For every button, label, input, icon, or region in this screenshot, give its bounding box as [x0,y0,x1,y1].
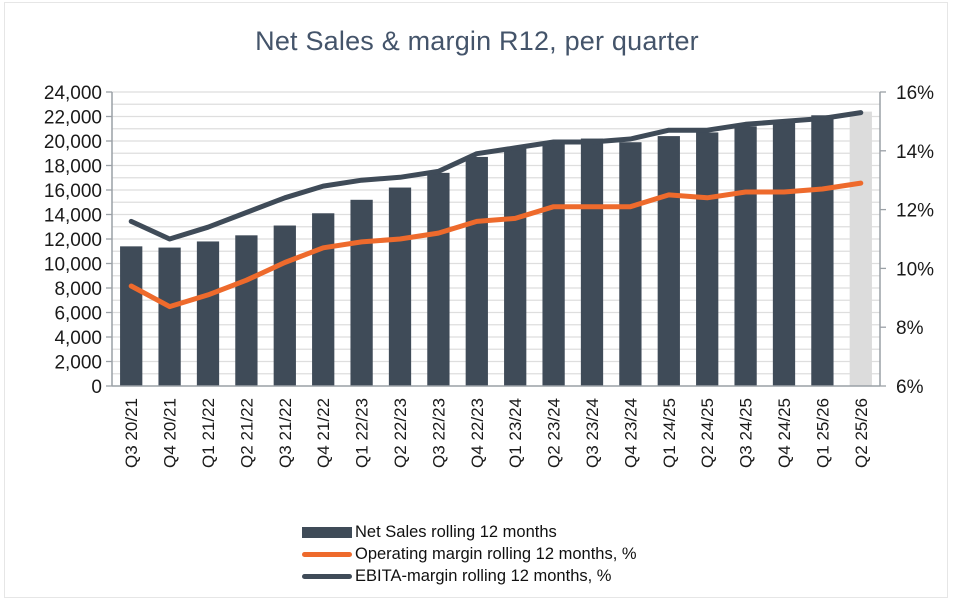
operating-margin-swatch [302,551,352,557]
bar [196,241,220,386]
bar [811,115,834,387]
left-tick-label: 22,000 [44,108,102,129]
legend-item-net-sales: Net Sales rolling 12 months [302,521,637,543]
x-tick-label: Q1 24/25 [660,398,679,468]
x-tick-label: Q3 22/23 [429,398,448,468]
lines [128,110,864,310]
ebita-margin-swatch [302,573,352,579]
left-tick-label: 20,000 [44,132,102,153]
x-tick-label: Q2 24/25 [698,398,717,468]
bar [427,172,450,386]
left-tick-label: 12,000 [44,230,102,251]
right-tick-label: 6% [896,377,924,398]
bar-highlighted [849,111,872,386]
left-axis-ticks: 0 2,000 4,000 6,000 8,000 10,000 12,000 14,000 1… [44,83,112,398]
right-tick-label: 12% [896,201,934,222]
legend-label-net-sales: Net Sales rolling 12 months [355,522,557,541]
x-axis-ticks: Q3 20/21 Q4 20/21 Q1 21/22 Q2 21/22 Q3 21/22… [122,398,871,468]
left-tick-label: 18,000 [44,157,102,178]
right-tick-label: 16% [896,83,934,104]
left-tick-label: 10,000 [44,255,102,276]
left-tick-label: 14,000 [44,206,102,227]
bar [120,246,143,386]
x-tick-label: Q1 21/22 [199,398,218,468]
left-tick-label: 4,000 [54,328,102,349]
chart-title: Net Sales & margin R12, per quarter [255,26,699,56]
x-tick-label: Q1 22/23 [353,398,372,468]
x-tick-label: Q4 23/24 [621,398,640,468]
chart-frame [4,2,948,598]
bar [465,156,488,386]
left-tick-label: 6,000 [54,304,102,325]
legend: Net Sales rolling 12 months Operating ma… [302,521,637,587]
x-tick-label: Q3 23/24 [583,398,602,468]
legend-item-ebita-margin: EBITA-margin rolling 12 months, % [302,565,637,587]
bar [734,126,757,387]
bar [542,142,565,386]
left-tick-label: 8,000 [54,279,102,300]
right-axis-ticks: 6% 8% 10% 12% 14% 16% [880,83,934,398]
x-tick-label: Q2 25/26 [852,398,871,468]
right-tick-label: 10% [896,259,934,280]
x-tick-label: Q1 23/24 [506,398,525,468]
x-tick-label: Q3 21/22 [276,398,295,468]
legend-label-ebita-margin: EBITA-margin rolling 12 months, % [355,566,612,585]
x-tick-label: Q3 24/25 [737,398,756,468]
bar [235,235,258,386]
gridlines [112,91,880,375]
bar [696,132,719,386]
bar [273,225,296,386]
bar [657,136,680,386]
x-tick-label: Q2 22/23 [391,398,410,468]
left-tick-label: 24,000 [44,83,102,104]
bar [504,148,527,386]
right-tick-label: 14% [896,142,934,163]
bar [388,187,412,386]
right-tick-label: 8% [896,318,924,339]
x-tick-label: Q2 21/22 [237,398,256,468]
x-tick-label: Q3 20/21 [122,398,141,468]
net-sales-swatch [302,526,352,538]
left-tick-label: 2,000 [54,353,102,374]
bar [158,247,181,386]
bar [580,138,604,386]
legend-label-operating-margin: Operating margin rolling 12 months, % [355,544,637,563]
x-tick-label: Q1 25/26 [813,398,832,468]
x-tick-label: Q4 21/22 [314,398,333,468]
operating-margin-line [128,180,864,310]
x-tick-label: Q4 20/21 [161,398,180,468]
x-tick-label: Q4 24/25 [775,398,794,468]
legend-item-operating-margin: Operating margin rolling 12 months, % [302,543,637,565]
bar [312,213,335,386]
bar [619,142,642,386]
ebita-margin-line [128,110,864,242]
left-tick-label: 16,000 [44,181,102,202]
bar [350,199,373,386]
left-tick-label: 0 [91,377,102,398]
x-tick-label: Q4 22/23 [468,398,487,468]
bar [772,121,796,387]
x-tick-label: Q2 23/24 [545,398,564,468]
